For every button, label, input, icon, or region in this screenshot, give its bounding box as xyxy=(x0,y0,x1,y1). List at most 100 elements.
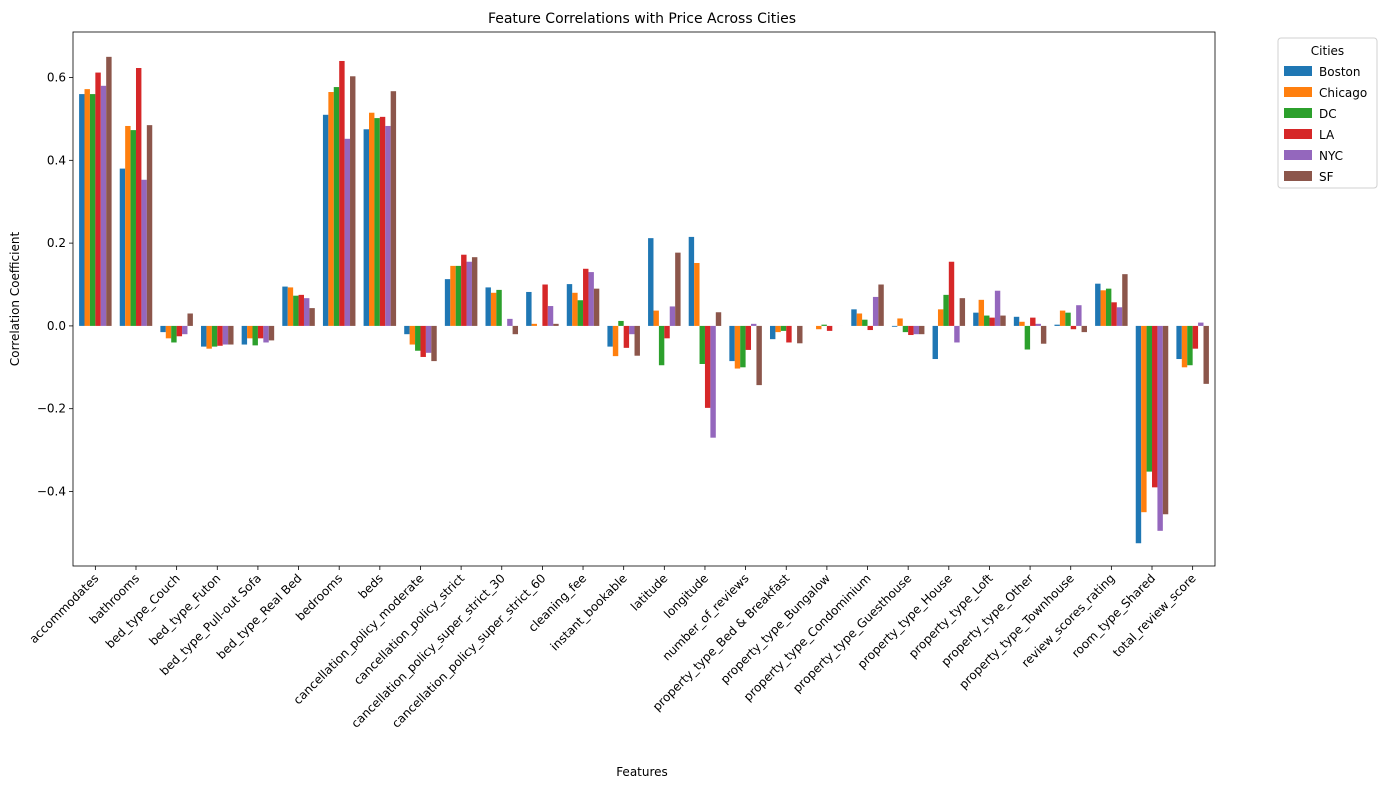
y-tick-label: −0.2 xyxy=(37,402,66,416)
legend-swatch-dc xyxy=(1284,108,1312,118)
bar-nyc-24 xyxy=(1076,305,1082,326)
bar-nyc-20 xyxy=(913,325,919,335)
bar-boston-26 xyxy=(1135,325,1142,544)
bar-chicago-14 xyxy=(653,310,659,326)
bar-la-17 xyxy=(786,325,792,343)
y-axis-title: Correlation Coefficient xyxy=(8,232,22,367)
bar-dc-26 xyxy=(1146,325,1153,472)
bar-sf-22 xyxy=(1000,315,1006,326)
legend-swatch-sf xyxy=(1284,171,1312,181)
bar-dc-0 xyxy=(89,94,96,326)
bar-sf-21 xyxy=(959,298,966,326)
bar-chicago-10 xyxy=(490,292,497,326)
bar-la-4 xyxy=(257,325,264,339)
bar-la-18 xyxy=(826,325,833,331)
bar-chicago-24 xyxy=(1059,310,1066,326)
bar-sf-3 xyxy=(228,325,234,345)
bar-chicago-3 xyxy=(206,325,212,349)
legend-title: Cities xyxy=(1311,44,1344,58)
bar-chicago-1 xyxy=(125,125,131,326)
bar-dc-20 xyxy=(902,325,909,333)
bar-la-0 xyxy=(95,72,101,326)
bar-la-9 xyxy=(461,254,467,326)
bar-nyc-13 xyxy=(629,325,635,335)
bar-la-15 xyxy=(704,325,711,408)
bar-dc-18 xyxy=(821,324,827,326)
bar-boston-13 xyxy=(607,325,613,347)
plot-area: −0.4−0.20.00.20.40.6accommodatesbathroom… xyxy=(27,31,1216,731)
bar-sf-8 xyxy=(431,325,437,362)
bar-dc-7 xyxy=(374,118,380,326)
bar-dc-14 xyxy=(658,325,665,366)
bar-sf-15 xyxy=(715,312,722,326)
bar-nyc-8 xyxy=(425,325,432,353)
legend-swatch-chicago xyxy=(1284,87,1312,97)
bar-sf-25 xyxy=(1122,274,1128,326)
bar-sf-2 xyxy=(187,313,193,326)
bar-chicago-23 xyxy=(1019,321,1025,326)
bar-sf-5 xyxy=(309,308,315,326)
bar-dc-8 xyxy=(415,325,421,351)
bar-sf-6 xyxy=(350,76,356,326)
plot-frame xyxy=(72,31,1216,567)
x-tick-label: accommodates xyxy=(27,571,102,646)
bar-sf-20 xyxy=(919,325,925,335)
bar-dc-9 xyxy=(455,265,462,326)
bar-dc-17 xyxy=(780,325,787,331)
chart-title: Feature Correlations with Price Across C… xyxy=(488,11,796,27)
bar-dc-25 xyxy=(1105,288,1112,326)
bar-chicago-16 xyxy=(734,325,741,369)
bar-boston-6 xyxy=(322,114,329,326)
bar-la-16 xyxy=(745,325,752,350)
bar-nyc-27 xyxy=(1198,322,1204,326)
bar-boston-2 xyxy=(160,325,166,333)
bar-sf-4 xyxy=(268,325,275,341)
bar-dc-12 xyxy=(577,300,584,326)
bar-boston-22 xyxy=(973,312,979,326)
bar-boston-7 xyxy=(363,129,369,326)
legend-label-la: LA xyxy=(1319,128,1335,142)
bar-nyc-9 xyxy=(466,261,472,326)
bar-la-5 xyxy=(298,294,304,326)
legend-swatch-nyc xyxy=(1284,150,1312,160)
bar-chicago-5 xyxy=(287,287,294,326)
bar-chicago-7 xyxy=(369,112,375,326)
y-tick-label: 0.2 xyxy=(47,236,66,250)
bar-dc-3 xyxy=(211,325,218,347)
bar-la-2 xyxy=(176,325,183,337)
bar-boston-21 xyxy=(932,325,938,360)
bar-la-6 xyxy=(339,60,345,326)
bar-la-26 xyxy=(1152,325,1158,488)
bar-nyc-21 xyxy=(954,325,960,343)
bar-la-1 xyxy=(135,68,142,326)
bar-sf-7 xyxy=(390,91,397,326)
bar-boston-17 xyxy=(769,325,776,340)
bar-chicago-2 xyxy=(165,325,172,339)
bar-sf-1 xyxy=(146,125,153,326)
bar-chicago-13 xyxy=(612,325,619,357)
bar-nyc-11 xyxy=(547,306,554,326)
bar-nyc-2 xyxy=(182,325,188,335)
bar-nyc-15 xyxy=(710,325,716,438)
bar-sf-27 xyxy=(1203,325,1209,384)
bar-boston-14 xyxy=(648,238,654,326)
bar-sf-11 xyxy=(553,323,559,326)
bar-chicago-26 xyxy=(1141,325,1147,513)
bar-chicago-19 xyxy=(856,313,863,326)
bar-nyc-10 xyxy=(507,318,513,326)
legend: Cities Boston Chicago DC LA NYC SF xyxy=(1277,37,1378,189)
bar-sf-17 xyxy=(797,325,803,344)
bar-chicago-11 xyxy=(531,323,537,326)
bar-sf-19 xyxy=(878,284,884,326)
bar-boston-5 xyxy=(282,286,288,326)
bar-dc-15 xyxy=(699,325,705,364)
bar-la-7 xyxy=(379,116,386,326)
legend-swatch-boston xyxy=(1284,66,1312,76)
bar-nyc-12 xyxy=(588,272,594,326)
bar-boston-12 xyxy=(566,284,573,326)
bar-boston-4 xyxy=(241,325,248,345)
legend-label-nyc: NYC xyxy=(1319,149,1343,163)
bar-sf-16 xyxy=(756,325,762,386)
y-tick-label: −0.4 xyxy=(37,484,66,498)
